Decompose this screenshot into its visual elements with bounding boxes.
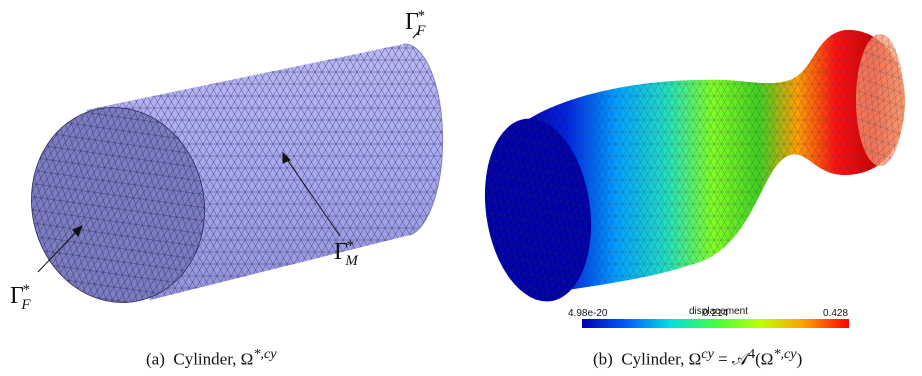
colorbar-mid-label: 0.214 <box>703 308 729 319</box>
gamma-f-top-leader <box>412 29 421 39</box>
gamma-m-arrowhead <box>282 151 291 164</box>
gamma-f-bottom-arrowhead <box>72 225 83 237</box>
gamma-f-top-label: Γ*F <box>405 8 426 39</box>
colorbar <box>582 319 849 328</box>
gamma-f-bottom-label: Γ*F <box>10 282 31 313</box>
colorbar-max-label: 0.428 <box>823 308 849 319</box>
caption-a: (a) Cylinder, Ω*,cy <box>146 346 277 369</box>
colorbar-title: displacement <box>689 306 748 317</box>
colorbar-min-label: 4.98e-20 <box>568 308 608 319</box>
annotation-arrows <box>37 29 421 273</box>
gamma-m-label: Γ*M <box>334 238 358 269</box>
cylinder-front-cap <box>31 107 205 303</box>
deformed-cylinder <box>484 29 905 302</box>
gamma-f-bottom-leader <box>37 227 81 273</box>
caption-b: (b) Cylinder, Ωcy = 𝒜4(Ω*,cy) <box>593 346 803 369</box>
colorbar-gradient <box>582 319 849 328</box>
gamma-m-leader <box>285 157 341 237</box>
